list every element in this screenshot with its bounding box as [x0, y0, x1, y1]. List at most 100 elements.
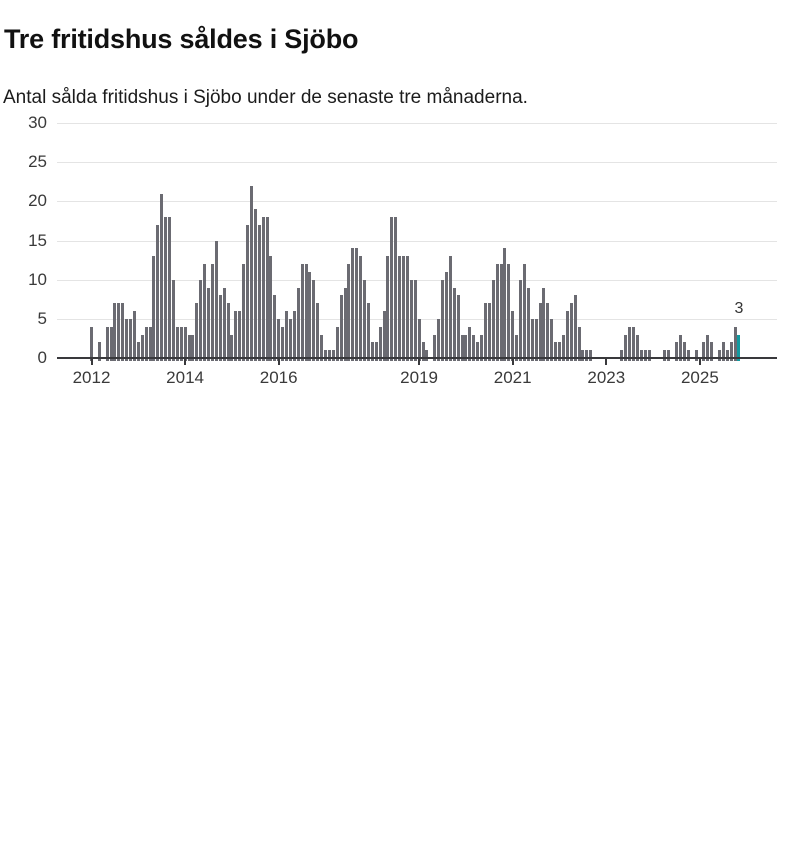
bar	[175, 326, 179, 361]
y-gridline	[57, 201, 777, 203]
bar	[515, 334, 519, 361]
bar	[581, 350, 585, 361]
y-tick-label: 10	[28, 269, 47, 289]
bar	[109, 326, 113, 361]
bar	[327, 350, 331, 361]
bar	[261, 217, 265, 361]
bar	[132, 311, 136, 361]
bar	[417, 318, 421, 361]
bar	[164, 217, 168, 361]
bar	[242, 264, 246, 361]
bar	[636, 334, 639, 361]
page-title: Tre fritidshus såldes i Sjöbo	[4, 24, 359, 55]
bar	[647, 350, 651, 361]
bar	[234, 311, 238, 361]
bar	[285, 311, 288, 361]
bar	[304, 264, 308, 361]
bar	[437, 318, 441, 361]
bar	[226, 303, 230, 361]
bar	[335, 326, 339, 361]
bar	[179, 326, 183, 361]
x-tick-label: 2021	[493, 368, 532, 387]
bar	[300, 264, 304, 361]
bar	[366, 303, 370, 361]
bar	[624, 334, 628, 361]
bar	[468, 326, 472, 361]
bar	[628, 326, 632, 361]
bar	[292, 311, 296, 361]
bar	[441, 279, 444, 361]
bar	[269, 256, 273, 361]
bar	[97, 342, 101, 361]
bar	[721, 342, 725, 361]
bar	[460, 334, 464, 361]
bar	[499, 264, 503, 361]
bar	[320, 334, 324, 361]
chart-subtitle: Antal sålda fritidshus i Sjöbo under de …	[3, 87, 528, 108]
bar	[343, 287, 347, 361]
x-tick-label: 2019	[400, 368, 438, 387]
bar	[230, 334, 234, 361]
bar	[148, 326, 152, 361]
y-tick-label: 30	[28, 113, 47, 132]
bar	[409, 279, 413, 361]
bar	[222, 287, 226, 361]
y-gridline	[57, 162, 777, 164]
bar	[511, 311, 515, 361]
bar	[456, 295, 460, 361]
bar	[448, 256, 452, 361]
bar	[398, 256, 402, 361]
bar	[359, 256, 363, 361]
bar	[374, 342, 378, 361]
y-gridline	[57, 318, 777, 320]
bar	[675, 342, 678, 361]
bar	[585, 350, 589, 361]
bar	[296, 287, 300, 361]
bar	[140, 334, 144, 361]
bar	[538, 303, 542, 361]
bar	[90, 326, 93, 361]
bar	[125, 318, 129, 361]
bar	[273, 295, 277, 361]
bar	[682, 342, 686, 361]
bar	[171, 279, 175, 361]
bar	[210, 264, 214, 361]
bar	[444, 271, 448, 361]
bar	[421, 342, 425, 361]
bar-chart: 0 5 10 15 20 25 30 2012 2014 2016 2019 2021 2023 2025…	[0, 0, 800, 410]
bar	[277, 318, 281, 361]
bar	[253, 209, 257, 361]
bar	[195, 303, 199, 361]
bar	[495, 264, 499, 361]
bar	[546, 303, 550, 361]
bar	[476, 342, 480, 361]
bar	[577, 326, 581, 361]
bar	[554, 342, 558, 361]
bar	[643, 350, 647, 361]
x-tick-label: 2014	[166, 368, 204, 387]
bar	[331, 350, 335, 361]
x-tick	[184, 359, 187, 365]
bar	[316, 303, 320, 361]
y-gridline	[57, 123, 777, 124]
x-tick-label: 2025	[680, 368, 719, 387]
bar	[480, 334, 483, 361]
bar	[152, 256, 156, 361]
y-tick-label: 20	[28, 191, 47, 211]
bar	[483, 303, 487, 361]
bar	[218, 295, 222, 361]
y-gridline	[57, 279, 777, 281]
bar	[370, 342, 374, 361]
x-tick	[698, 359, 701, 365]
bar	[390, 217, 394, 361]
bar	[425, 350, 429, 361]
bar	[214, 240, 218, 361]
bar	[288, 318, 292, 361]
bar	[491, 279, 495, 361]
bar	[405, 256, 409, 361]
bar	[507, 264, 511, 361]
bar	[678, 334, 682, 361]
bar	[117, 303, 121, 361]
y-tick-label: 5	[37, 308, 47, 328]
bar	[129, 318, 132, 361]
